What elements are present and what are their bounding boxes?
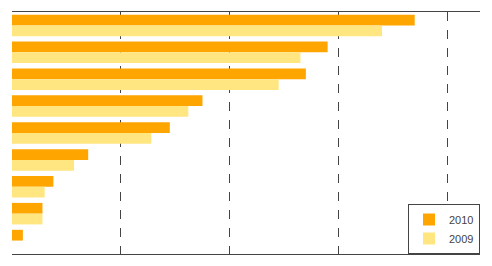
svg-text:2010: 2010	[449, 214, 473, 226]
svg-text:2009: 2009	[449, 233, 473, 245]
